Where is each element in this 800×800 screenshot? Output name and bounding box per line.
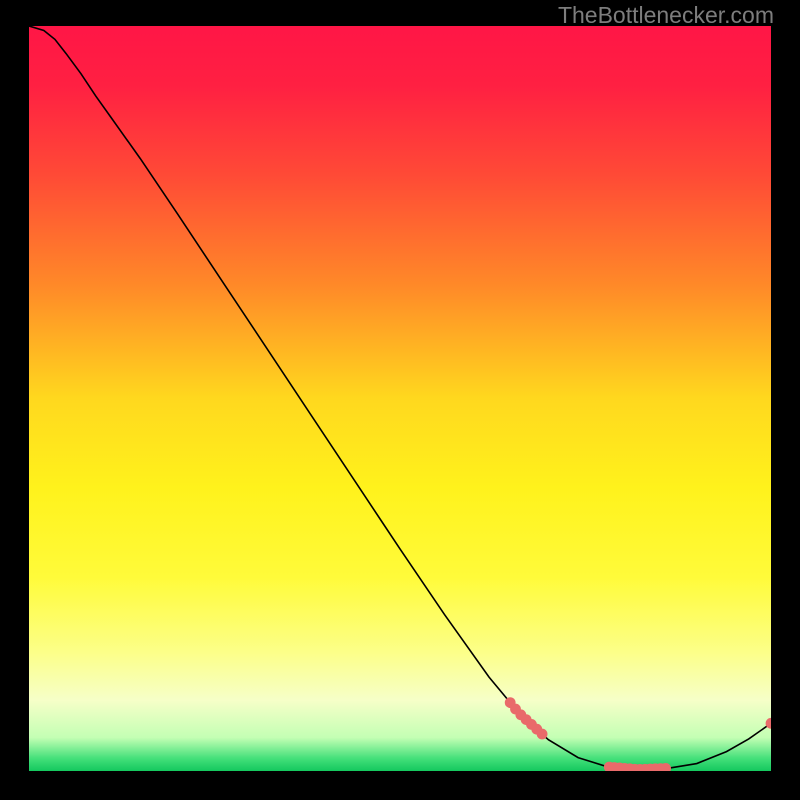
chart-canvas: TheBottlenecker.com [0, 0, 800, 800]
watermark-text: TheBottlenecker.com [558, 2, 774, 29]
curve-layer [0, 0, 800, 800]
data-point [660, 763, 671, 774]
data-point [537, 729, 548, 740]
data-point [766, 718, 777, 729]
bottleneck-curve [29, 26, 771, 770]
